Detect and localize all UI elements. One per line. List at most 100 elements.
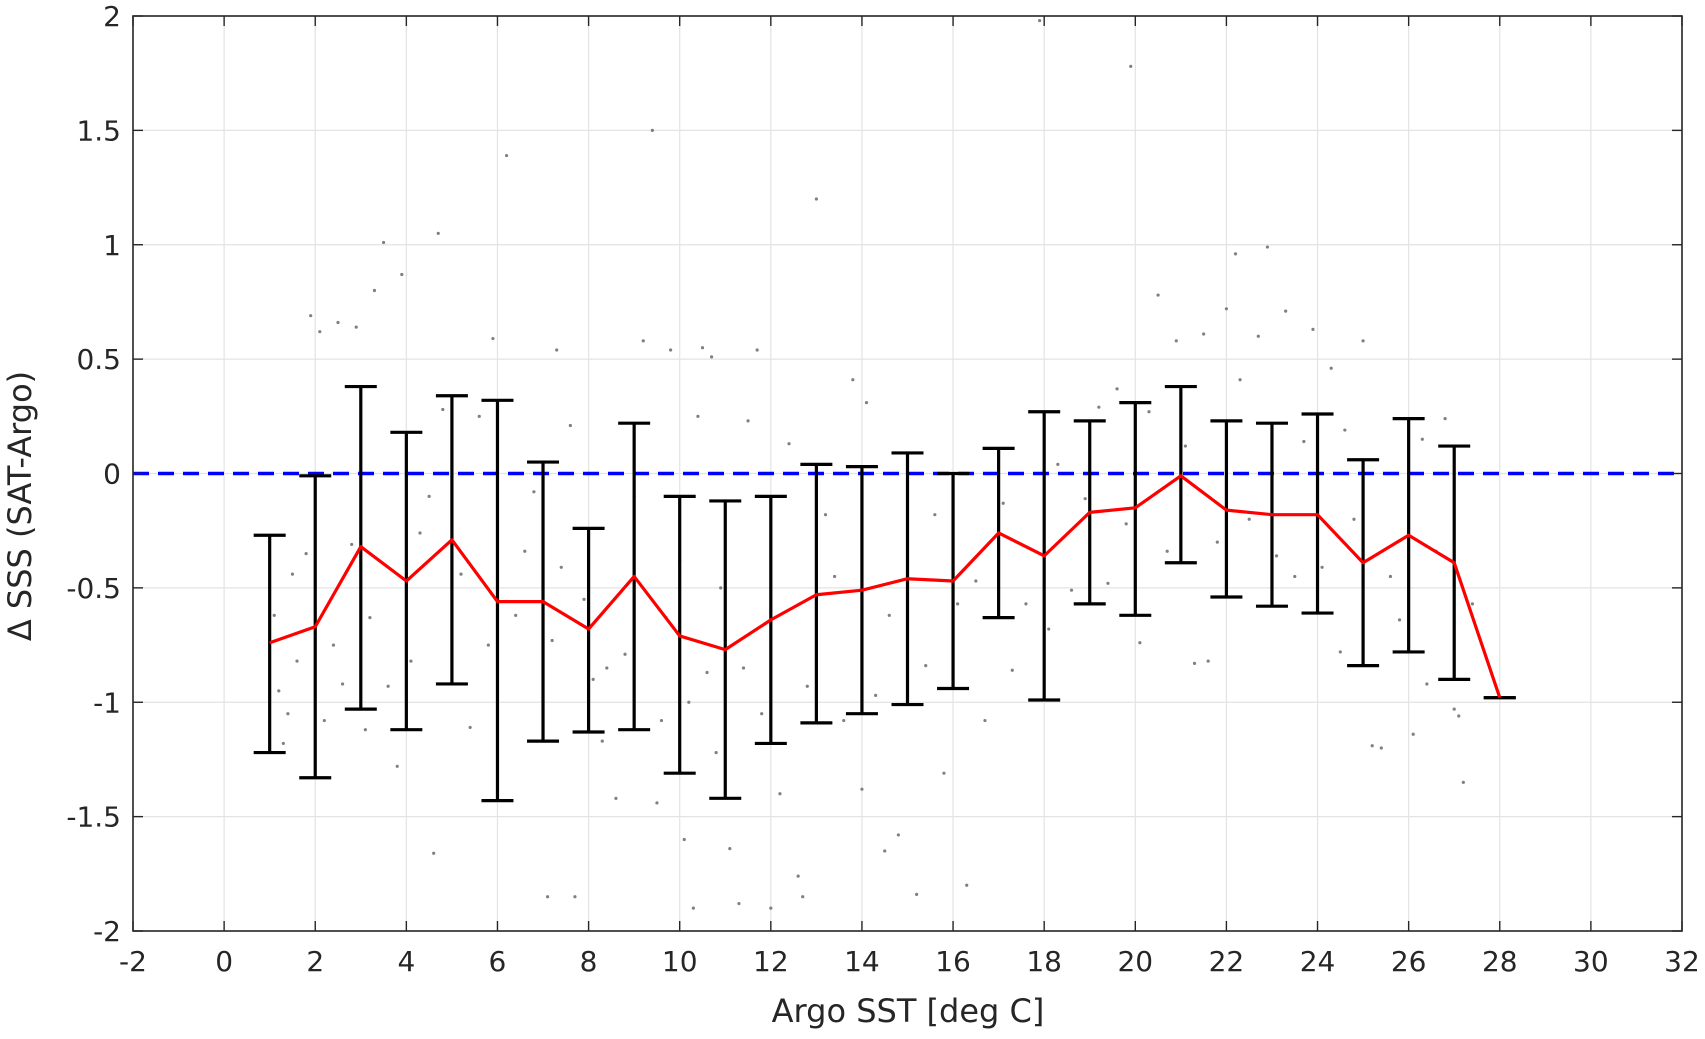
- scatter-point: [668, 348, 673, 352]
- scatter-point: [1156, 293, 1160, 297]
- scatter-point: [796, 874, 800, 878]
- y-axis-label: Δ SSS (SAT-Argo): [1, 371, 39, 641]
- scatter-point: [737, 901, 741, 906]
- scatter-point: [1238, 378, 1242, 382]
- scatter-point: [833, 574, 837, 579]
- scatter-point: [1174, 339, 1178, 343]
- scatter-point: [1370, 744, 1374, 748]
- scatter-point: [281, 741, 285, 746]
- scatter-point: [655, 801, 659, 805]
- x-tick-label: 0: [215, 945, 233, 978]
- scatter-point: [1388, 574, 1393, 579]
- x-axis-label: Argo SST [deg C]: [772, 992, 1045, 1030]
- scatter-point: [1311, 327, 1315, 331]
- scatter-point: [691, 906, 695, 910]
- scatter-point: [491, 336, 495, 341]
- scatter-point: [760, 712, 764, 716]
- scatter-point: [1038, 18, 1042, 23]
- scatter-point: [874, 693, 878, 697]
- scatter-point: [1284, 309, 1288, 313]
- x-tick-label: 28: [1482, 945, 1518, 978]
- scatter-point: [386, 684, 390, 688]
- mean-line: [269, 474, 1502, 699]
- scatter-point: [1129, 64, 1133, 68]
- x-tick-label: 10: [662, 945, 698, 978]
- scatter-point: [272, 613, 276, 617]
- x-tick-label: 2: [306, 945, 324, 978]
- scatter-point: [1457, 714, 1461, 718]
- scatter-point: [728, 847, 732, 851]
- scatter-point: [1106, 581, 1110, 585]
- scatter-point: [1425, 682, 1429, 686]
- scatter-point: [605, 666, 609, 670]
- scatter-point: [778, 792, 782, 796]
- scatter-point: [340, 682, 345, 686]
- scatter-point: [1097, 405, 1101, 409]
- scatter-point: [277, 689, 281, 693]
- scatter-point: [650, 128, 654, 132]
- scatter-point: [468, 725, 472, 730]
- scatter-point: [1343, 428, 1347, 432]
- scatter-point: [1183, 444, 1188, 448]
- scatter-point: [942, 771, 946, 775]
- scatter-point: [1256, 334, 1260, 338]
- scatter-point: [659, 718, 664, 723]
- scatter-point: [700, 346, 705, 350]
- scatter-point: [1352, 517, 1356, 521]
- x-tick-label: 24: [1300, 945, 1336, 978]
- scatter-point: [842, 718, 846, 723]
- scatter-point: [290, 572, 295, 576]
- scatter-point: [309, 314, 313, 318]
- scatter-point: [1274, 554, 1279, 558]
- scatter-point: [709, 355, 714, 359]
- scatter-point: [1138, 641, 1142, 645]
- scatter-point: [1379, 746, 1383, 750]
- x-tick-label: 22: [1209, 945, 1245, 978]
- scatter-point: [915, 892, 919, 897]
- y-tick-labels: -2 -1.5 -1 -0.5 0 0.5 1 1.5 2: [66, 0, 121, 948]
- scatter-point: [1420, 437, 1424, 441]
- scatter-point: [1452, 707, 1456, 711]
- x-tick-label: 6: [489, 945, 507, 978]
- scatter-point: [427, 494, 431, 498]
- axes: [132, 15, 1683, 932]
- scatter-point: [568, 423, 572, 428]
- scatter-point: [1001, 501, 1005, 505]
- scatter-point: [614, 796, 618, 800]
- scatter-point: [1206, 659, 1210, 663]
- scatter-point: [974, 579, 978, 583]
- x-tick-label: 8: [580, 945, 598, 978]
- scatter-point: [1329, 366, 1333, 370]
- scatter-point: [600, 739, 604, 743]
- scatter-point: [555, 348, 559, 352]
- scatter-point: [755, 348, 759, 352]
- scatter-point: [331, 643, 336, 647]
- scatter-point: [1083, 497, 1087, 501]
- scatter-point: [787, 442, 791, 446]
- scatter-point: [1470, 602, 1475, 606]
- scatter-point: [741, 666, 746, 670]
- scatter-point: [591, 677, 595, 681]
- scatter-point: [696, 414, 700, 418]
- scatter-point: [933, 513, 937, 517]
- scatter-point: [372, 288, 377, 293]
- scatter-point: [395, 764, 399, 768]
- scatter-point: [1443, 417, 1447, 421]
- scatter-point: [436, 231, 440, 235]
- mean-polyline: [269, 474, 1502, 699]
- x-tick-label: 14: [844, 945, 880, 978]
- scatter-point: [1411, 732, 1415, 736]
- scatter-point: [1165, 549, 1169, 553]
- scatter-point: [1124, 522, 1128, 526]
- y-tick-label: 2: [103, 0, 121, 33]
- scatter-point: [514, 613, 518, 617]
- y-tick-label: -1: [93, 686, 121, 719]
- scatter-point: [559, 565, 563, 569]
- scatter-point: [1293, 574, 1297, 579]
- scatter-point: [1202, 332, 1206, 336]
- scatter-point: [805, 684, 809, 688]
- scatter-point: [801, 895, 805, 899]
- scatter-point: [719, 586, 723, 590]
- y-tick-label: 1.5: [76, 114, 121, 147]
- scatter-point: [705, 670, 709, 675]
